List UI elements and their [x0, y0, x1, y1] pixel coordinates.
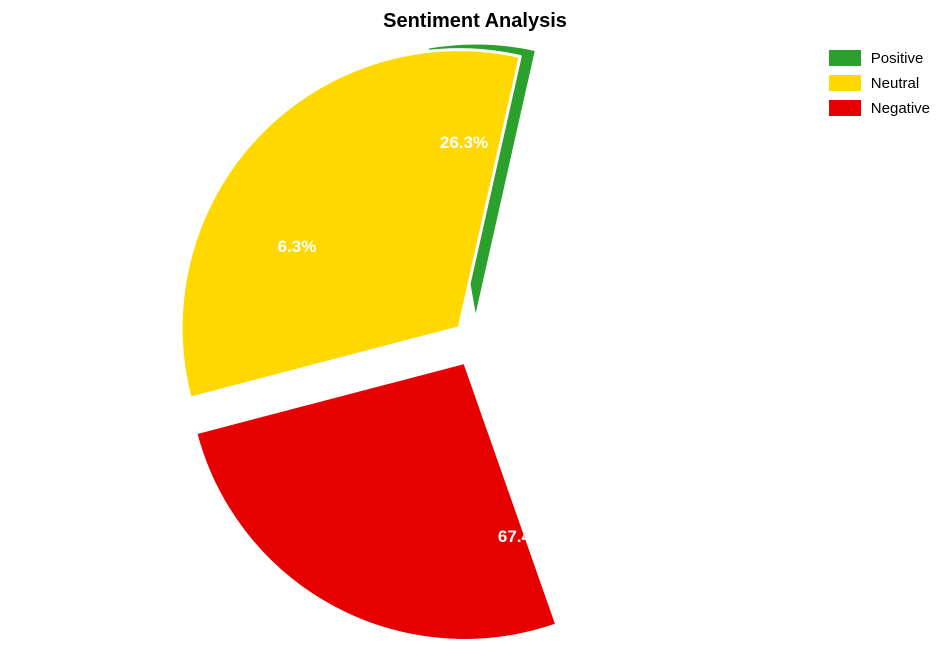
pie-slice-label-negative: 26.3% [440, 133, 488, 153]
legend: Positive Neutral Negative [829, 48, 930, 123]
chart-container: Sentiment Analysis 6.3%67.4%26.3% Positi… [0, 0, 950, 662]
legend-label-neutral: Neutral [871, 75, 919, 92]
pie-chart [0, 0, 950, 662]
legend-label-positive: Positive [871, 50, 924, 67]
legend-swatch-neutral [829, 75, 861, 91]
legend-swatch-positive [829, 50, 861, 66]
pie-slice-label-neutral: 67.4% [498, 527, 546, 547]
pie-slice-label-positive: 6.3% [278, 237, 317, 257]
legend-item-positive: Positive [829, 48, 930, 68]
legend-item-neutral: Neutral [829, 73, 930, 93]
legend-swatch-negative [829, 100, 861, 116]
legend-label-negative: Negative [871, 100, 930, 117]
pie-slice-negative [196, 362, 557, 640]
pie-slice-neutral [181, 50, 520, 398]
legend-item-negative: Negative [829, 98, 930, 118]
